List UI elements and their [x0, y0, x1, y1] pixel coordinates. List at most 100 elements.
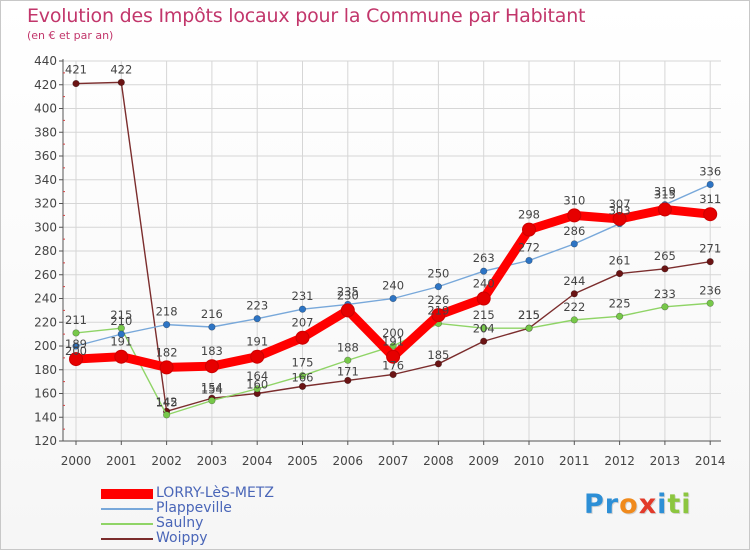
x-tick-label: 2004	[242, 454, 273, 468]
data-point	[570, 290, 578, 298]
logo-letter: o	[619, 489, 639, 520]
data-label: 336	[699, 165, 721, 179]
data-label: 310	[563, 193, 585, 207]
logo-letter: x	[638, 489, 658, 520]
chart-subtitle: (en € et par an)	[27, 29, 114, 42]
data-label: 307	[609, 197, 631, 211]
data-label: 244	[563, 274, 585, 288]
data-point	[204, 359, 219, 374]
data-label: 422	[110, 62, 132, 76]
data-point	[615, 269, 624, 278]
data-point	[340, 303, 355, 318]
data-point	[480, 324, 488, 332]
series-lines	[69, 78, 718, 419]
x-tick-label: 2002	[151, 454, 182, 468]
data-label: 200	[382, 326, 404, 340]
data-label: 183	[201, 344, 223, 358]
logo-letter: i	[657, 489, 668, 520]
data-label: 189	[65, 337, 87, 351]
data-point	[250, 349, 265, 364]
data-label: 218	[156, 305, 178, 319]
data-point	[567, 208, 582, 223]
data-point	[72, 329, 80, 337]
data-label: 421	[65, 63, 87, 77]
data-label: 315	[654, 187, 676, 201]
y-tick-label: 340	[34, 173, 57, 187]
y-tick-label: 360	[34, 149, 57, 163]
data-label: 263	[473, 251, 495, 265]
data-point	[298, 305, 307, 313]
data-point	[386, 349, 401, 364]
x-tick-label: 2003	[197, 454, 228, 468]
data-label: 215	[473, 308, 495, 322]
data-point	[480, 337, 488, 345]
data-point	[525, 324, 533, 332]
data-label: 222	[563, 300, 585, 314]
y-tick-label: 300	[34, 220, 57, 234]
data-point	[69, 352, 83, 367]
y-tick-label: 200	[34, 339, 57, 353]
data-label: 176	[382, 359, 404, 373]
logo-letter: P	[584, 489, 605, 520]
y-tick-label: 220	[34, 315, 57, 329]
data-label: 303	[609, 204, 631, 218]
data-point	[389, 370, 397, 379]
data-point	[525, 256, 533, 265]
x-tick-label: 2008	[423, 454, 454, 468]
data-label: 191	[246, 335, 268, 349]
y-tick-label: 280	[34, 244, 57, 258]
x-tick-label: 2009	[468, 454, 499, 468]
data-point	[253, 315, 261, 323]
data-label: 200	[65, 344, 87, 358]
data-point	[706, 180, 714, 189]
data-label: 211	[65, 313, 87, 327]
data-label: 164	[246, 369, 268, 383]
data-point	[706, 299, 714, 307]
proxiti-logo: Proxiti	[584, 489, 692, 520]
data-label: 216	[201, 307, 223, 321]
data-point	[117, 330, 125, 338]
logo-letter: r	[604, 489, 620, 520]
data-label: 250	[427, 267, 449, 281]
data-point	[657, 202, 672, 217]
data-label: 226	[427, 293, 449, 307]
logo-letter: t	[667, 489, 682, 520]
data-point	[298, 382, 307, 390]
x-tick-label: 2000	[61, 454, 92, 468]
data-label: 225	[609, 296, 631, 310]
data-point	[389, 342, 397, 350]
y-tick-label: 140	[34, 410, 57, 424]
data-label: 231	[292, 289, 314, 303]
data-point	[72, 79, 80, 88]
data-label: 230	[337, 288, 359, 302]
data-point	[208, 323, 216, 331]
data-point	[163, 411, 171, 419]
data-label: 235	[337, 284, 359, 298]
data-label: 265	[654, 249, 676, 263]
x-axis-ticks: 2000 2001 2002 2003 2004 2005 2006 2007 2008 2009…	[61, 454, 726, 468]
data-label: 145	[156, 395, 178, 409]
data-label: 215	[518, 308, 540, 322]
data-label: 188	[337, 340, 359, 354]
data-point	[434, 360, 443, 368]
y-tick-label: 160	[34, 387, 57, 401]
data-label: 182	[156, 345, 178, 359]
data-label: 319	[654, 185, 676, 199]
x-tick-label: 2010	[514, 454, 545, 468]
legend-label: Plappeville	[156, 500, 232, 516]
data-label: 154	[201, 382, 223, 396]
y-tick-label: 320	[34, 197, 57, 211]
data-point	[661, 303, 669, 311]
legend-swatch	[101, 489, 153, 499]
legend-label: Woippy	[156, 530, 208, 546]
data-point	[431, 308, 446, 323]
data-label: 240	[473, 277, 495, 291]
data-label: 311	[699, 192, 721, 206]
y-tick-label: 180	[34, 363, 57, 377]
data-label: 236	[699, 283, 721, 297]
data-label: 215	[110, 308, 132, 322]
data-label: 142	[156, 395, 178, 409]
data-point	[298, 372, 307, 380]
axes	[59, 59, 721, 445]
data-label: 171	[337, 364, 359, 378]
